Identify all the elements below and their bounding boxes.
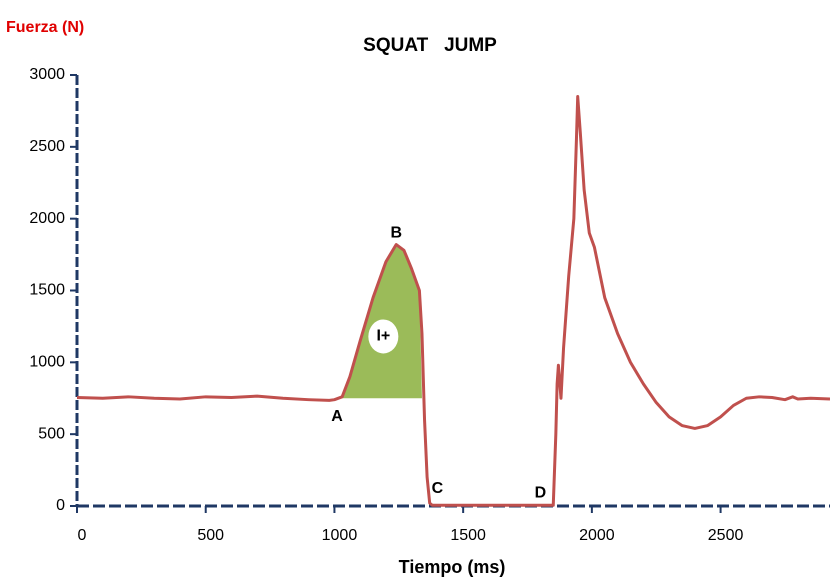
x-tick-label: 1000 — [322, 527, 358, 544]
annotation: I+ — [376, 328, 390, 345]
annotation: D — [535, 484, 547, 501]
y-tick-label: 2000 — [29, 210, 65, 227]
x-tick-label: 2500 — [708, 527, 744, 544]
annotation-bubble — [368, 319, 399, 354]
annotation: A — [331, 408, 343, 425]
chart-title: SQUAT JUMP — [363, 35, 497, 56]
annotation: B — [390, 224, 402, 241]
x-tick-label: 2000 — [579, 527, 615, 544]
y-tick-label: 500 — [38, 425, 65, 442]
y-tick-label: 1000 — [29, 354, 65, 371]
y-tick-label: 0 — [56, 497, 65, 514]
y-tick-label: 3000 — [29, 66, 65, 83]
y-tick-label: 2500 — [29, 138, 65, 155]
x-tick-label: 500 — [197, 527, 224, 544]
y-axis-label: Fuerza (N) — [6, 19, 84, 36]
y-tick-label: 1500 — [29, 282, 65, 299]
x-tick-label: 0 — [78, 527, 87, 544]
x-axis-label: Tiempo (ms) — [399, 557, 506, 577]
x-tick-label: 1500 — [450, 527, 486, 544]
annotation: C — [432, 480, 444, 497]
force-line — [76, 95, 830, 507]
